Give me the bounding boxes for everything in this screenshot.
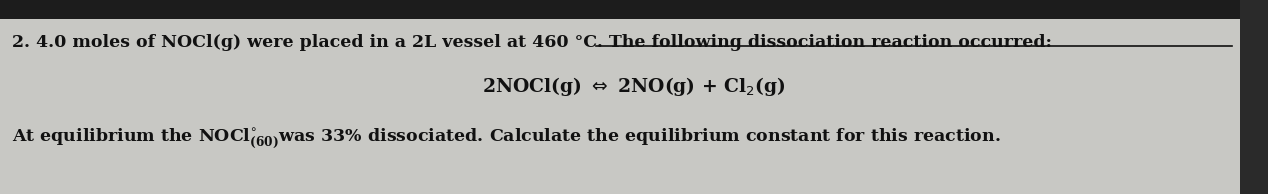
Text: 2. 4.0 moles of NOCl(g) were placed in a 2L vessel at 460 °C. The following diss: 2. 4.0 moles of NOCl(g) were placed in a…: [11, 34, 1052, 51]
Bar: [1240, 0, 1268, 194]
Text: 2NOCl(g) $\Leftrightarrow$ 2NO(g) + Cl$_2$(g): 2NOCl(g) $\Leftrightarrow$ 2NO(g) + Cl$_…: [482, 74, 786, 98]
Text: At equilibrium the NOCl$_{\mathregular{(60)}}^{\circ}$was 33% dissociated. Calcu: At equilibrium the NOCl$_{\mathregular{(…: [11, 126, 1000, 150]
Bar: [0, 0, 1268, 19]
